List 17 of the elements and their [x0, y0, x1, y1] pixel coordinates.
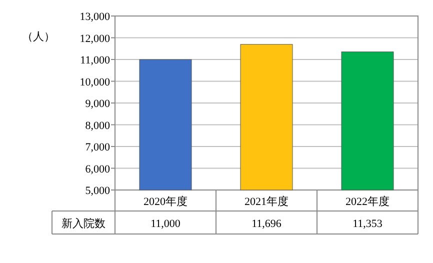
y-tick-label: 11,000 — [80, 54, 110, 66]
y-tick-label: 8,000 — [85, 120, 110, 132]
y-tick-label: 9,000 — [85, 98, 110, 110]
y-tick-label: 10,000 — [80, 76, 110, 88]
data-label: 11,000 — [150, 218, 181, 230]
text: 新入院数 — [62, 217, 106, 230]
y-tick-label: 5,000 — [85, 185, 110, 197]
x-tick-label: 2022年度 — [346, 195, 390, 208]
x-tick-label: 2021年度 — [244, 195, 288, 208]
y-axis-title: （人） — [22, 31, 55, 43]
y-tick-label: 12,000 — [80, 32, 110, 45]
data-label: 11,696 — [252, 218, 282, 230]
data-label: 11,353 — [352, 218, 383, 230]
y-tick-label: 13,000 — [80, 11, 110, 23]
y-tick-label: 6,000 — [85, 163, 110, 176]
y-tick-label: 7,000 — [85, 142, 110, 154]
x-tick-label: 2020年度 — [144, 195, 188, 208]
